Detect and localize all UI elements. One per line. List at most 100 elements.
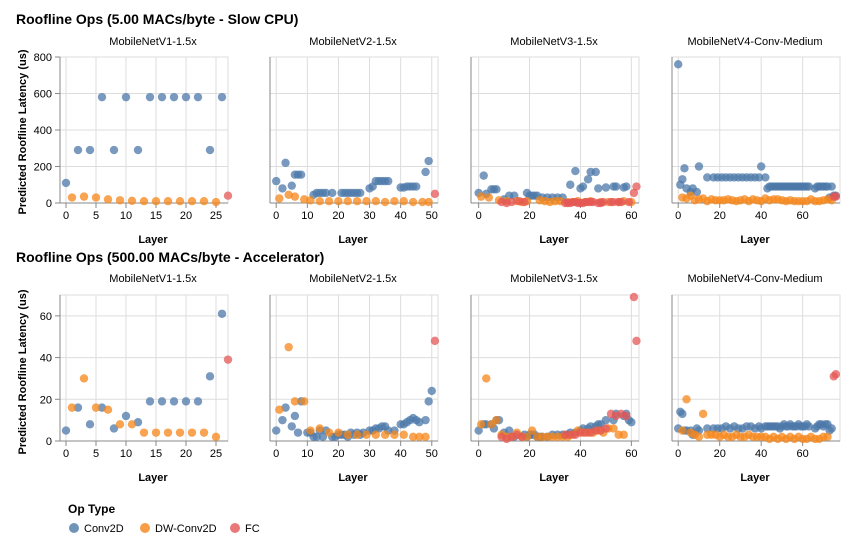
panel: 0 200 400 600 800 0 5 10 15 20 25 — [34, 52, 233, 222]
panel-frame — [59, 294, 229, 442]
x-tick-label: 0 — [273, 210, 279, 222]
point-conv2d — [321, 188, 331, 198]
point-dw-conv2d — [306, 196, 315, 205]
point-conv2d — [694, 162, 704, 171]
row-1-title: Roofline Ops (5.00 MACs/byte - Slow CPU) — [16, 11, 298, 27]
legend-swatch-conv2d — [69, 523, 79, 533]
point-dw-conv2d — [334, 196, 343, 206]
point-dw-conv2d — [79, 374, 89, 383]
point-fc — [629, 292, 639, 302]
point-dw-conv2d — [151, 196, 161, 206]
point-conv2d — [109, 145, 119, 155]
panel-title: MobileNetV1-1.5x — [109, 36, 197, 48]
x-tick-label: 10 — [301, 210, 313, 222]
point-conv2d — [278, 415, 287, 425]
x-tick-label: 50 — [426, 210, 438, 222]
point-conv2d — [318, 432, 328, 442]
panel-title: MobileNetV4-Conv-Medium — [687, 273, 822, 285]
point-conv2d — [566, 180, 575, 189]
point-dw-conv2d — [139, 428, 149, 437]
x-tick-label: 60 — [625, 210, 637, 222]
panel-title: MobileNetV1-1.5x — [109, 273, 197, 285]
point-dw-conv2d — [421, 432, 430, 442]
point-conv2d — [278, 184, 287, 193]
x-axis-title: Layer — [138, 472, 168, 484]
point-dw-conv2d — [424, 197, 433, 207]
point-fc — [430, 189, 440, 199]
point-dw-conv2d — [408, 432, 418, 442]
point-dw-conv2d — [371, 430, 380, 439]
x-tick-label: 5 — [93, 448, 99, 460]
point-fc — [223, 191, 233, 200]
point-conv2d — [756, 162, 766, 171]
x-tick-label: 60 — [625, 448, 637, 460]
point-conv2d — [591, 167, 600, 177]
point-fc — [616, 197, 626, 207]
point-dw-conv2d — [682, 395, 691, 404]
point-dw-conv2d — [408, 197, 418, 207]
point-dw-conv2d — [390, 430, 399, 439]
legend-title: Op Type — [68, 502, 115, 516]
point-conv2d — [73, 145, 83, 155]
point-conv2d — [827, 182, 836, 191]
x-tick-label: 40 — [755, 448, 767, 460]
point-fc — [599, 197, 608, 207]
x-axis-title: Layer — [740, 472, 770, 484]
point-dw-conv2d — [127, 420, 137, 429]
point-conv2d — [678, 409, 687, 419]
panel-title: MobileNetV2-1.5x — [309, 36, 397, 48]
x-tick-label: 0 — [63, 210, 69, 222]
point-dw-conv2d — [418, 197, 427, 207]
point-fc — [622, 411, 631, 421]
point-fc — [632, 336, 641, 346]
panel: 0 20 40 60 — [470, 292, 641, 460]
point-conv2d — [296, 170, 306, 179]
point-dw-conv2d — [619, 430, 628, 439]
x-tick-label: 60 — [797, 448, 809, 460]
point-dw-conv2d — [352, 196, 362, 206]
point-conv2d — [594, 184, 603, 193]
x-axis-title: Layer — [138, 234, 168, 246]
point-conv2d — [281, 158, 290, 168]
point-dw-conv2d — [484, 193, 494, 202]
point-dw-conv2d — [609, 424, 618, 433]
point-dw-conv2d — [380, 430, 390, 439]
panel: 0 20 40 60 0 5 10 15 20 25 — [40, 294, 233, 460]
point-conv2d — [674, 60, 683, 69]
x-axis-title: Layer — [539, 234, 569, 246]
point-dw-conv2d — [275, 405, 284, 414]
panel: 0 20 40 60 — [470, 56, 641, 222]
point-conv2d — [384, 176, 393, 186]
point-dw-conv2d — [199, 196, 209, 206]
point-fc — [831, 192, 841, 201]
point-conv2d — [601, 415, 611, 425]
point-conv2d — [181, 397, 191, 406]
point-dw-conv2d — [698, 409, 708, 419]
point-conv2d — [356, 188, 365, 198]
point-conv2d — [157, 397, 167, 406]
point-fc — [831, 370, 841, 379]
panel-title: MobileNetV4-Conv-Medium — [687, 36, 822, 48]
row-2-y-axis-title: Predicted Roofline Latency (us) — [17, 289, 29, 454]
y-tick-label: 200 — [34, 162, 52, 174]
point-dw-conv2d — [324, 428, 334, 437]
point-conv2d — [169, 92, 179, 102]
x-tick-label: 40 — [574, 448, 586, 460]
point-dw-conv2d — [823, 432, 832, 442]
point-dw-conv2d — [103, 405, 113, 414]
point-dw-conv2d — [390, 196, 399, 206]
point-conv2d — [73, 403, 83, 412]
x-axis-title: Layer — [338, 234, 368, 246]
x-tick-label: 0 — [675, 210, 681, 222]
point-conv2d — [97, 92, 107, 102]
point-dw-conv2d — [187, 196, 197, 206]
point-dw-conv2d — [343, 196, 352, 206]
point-dw-conv2d — [67, 193, 77, 202]
point-fc — [601, 424, 611, 433]
point-dw-conv2d — [343, 430, 352, 439]
point-dw-conv2d — [415, 432, 424, 442]
point-dw-conv2d — [476, 420, 486, 429]
y-tick-label: 0 — [46, 198, 52, 210]
point-dw-conv2d — [334, 428, 343, 437]
point-dw-conv2d — [67, 403, 77, 412]
